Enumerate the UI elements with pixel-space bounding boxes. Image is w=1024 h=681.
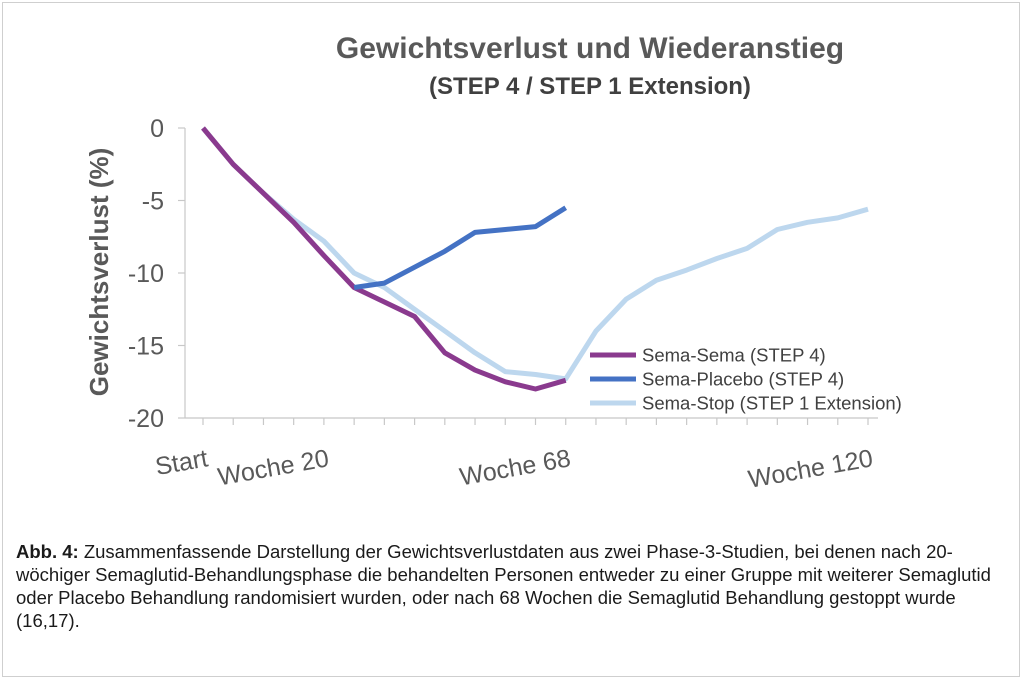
legend-label-3: Sema-Stop (STEP 1 Extension) bbox=[642, 393, 902, 414]
legend-label-1: Sema-Sema (STEP 4) bbox=[642, 345, 826, 366]
caption-text: Zusammenfassende Darstellung der Gewicht… bbox=[16, 541, 991, 631]
chart-subtitle: (STEP 4 / STEP 1 Extension) bbox=[429, 73, 751, 100]
series-line-3 bbox=[201, 126, 869, 382]
figure-caption: Abb. 4: Zusammenfassende Darstellung der… bbox=[16, 540, 1006, 632]
y-tick-label: 0 bbox=[150, 115, 164, 143]
chart-title: Gewichtsverlust und Wiederanstieg bbox=[336, 32, 844, 65]
x-tick-label: Start bbox=[153, 444, 210, 481]
line-chart: Gewichtsverlust und Wiederanstieg (STEP … bbox=[84, 32, 902, 494]
caption-label: Abb. 4: bbox=[16, 541, 79, 562]
x-tick-label: Woche 68 bbox=[458, 444, 573, 491]
y-tick-label: -5 bbox=[142, 188, 164, 216]
x-tick-label: Woche 20 bbox=[216, 444, 331, 491]
series-line-2 bbox=[353, 205, 568, 290]
y-tick-label: -15 bbox=[128, 333, 164, 361]
x-tick-label: Woche 120 bbox=[746, 444, 875, 493]
y-tick-label: -20 bbox=[128, 405, 164, 433]
series-line-1 bbox=[201, 126, 567, 392]
y-axis-label: Gewichtsverlust (%) bbox=[84, 148, 114, 397]
legend-label-2: Sema-Placebo (STEP 4) bbox=[642, 369, 844, 390]
y-tick-label: -10 bbox=[128, 260, 164, 288]
